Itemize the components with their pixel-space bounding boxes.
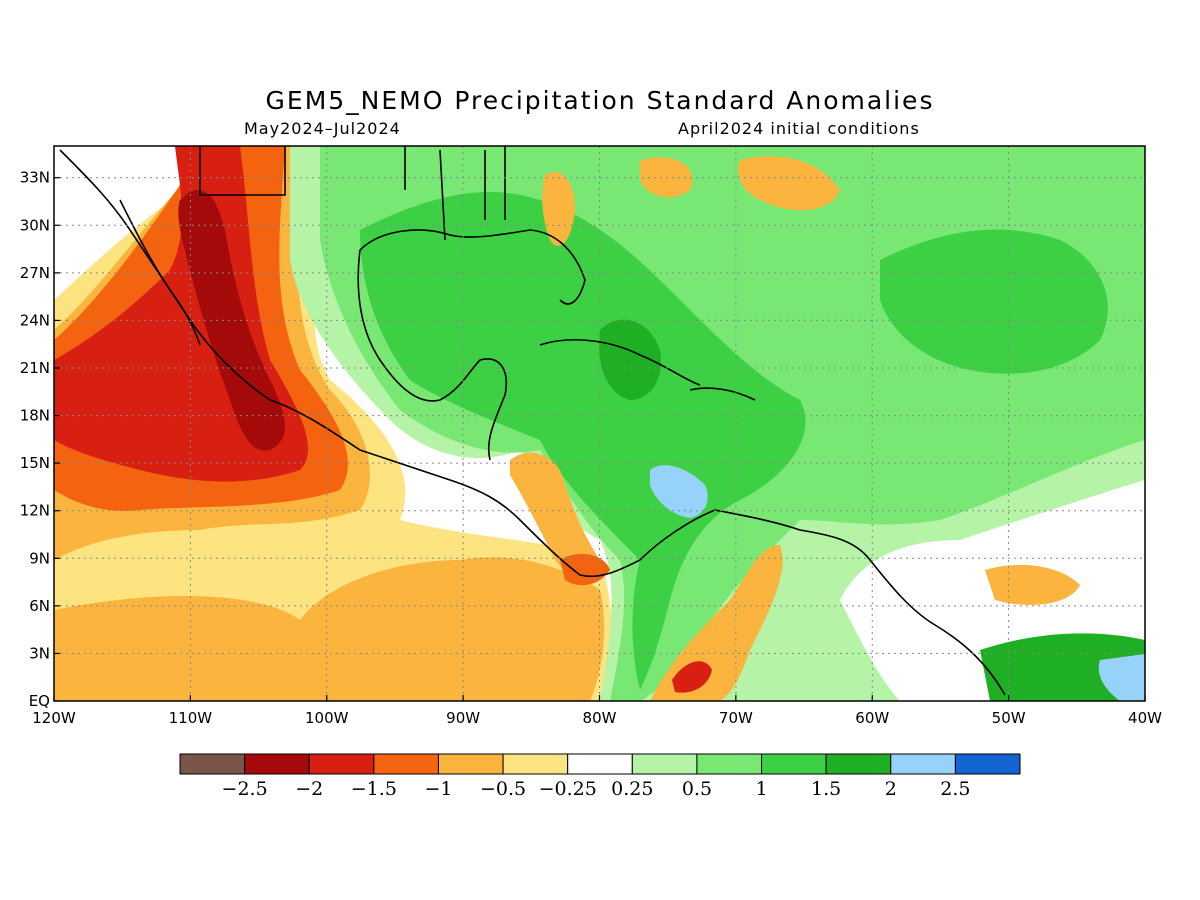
coastlines [59,146,1006,696]
colorbar-label: 0.25 [611,778,653,800]
colorbar-label: 0.5 [682,778,712,800]
colorbar-swatch [954,753,1021,775]
colorbar-label: 1 [755,778,767,800]
y-tick-label: 9N [29,549,50,567]
y-tick-label: 24N [20,311,50,329]
x-axis: 120W 110W 100W 90W 80W 70W 60W 50W 40W [32,695,1162,727]
colorbar-label: −2 [295,778,323,800]
x-tick-label: 120W [32,709,76,727]
us-borders [199,146,506,241]
x-tick-label: 60W [855,709,889,727]
colorbar-label: −0.25 [539,778,597,800]
colorbar-swatch [631,753,698,775]
baja-california [119,199,201,346]
forecast-period: May2024–Jul2024 [244,119,401,138]
y-tick-label: 33N [20,169,50,187]
south-america-coast [639,509,1006,696]
gulf-coast [359,229,586,305]
y-tick-label: 6N [29,597,50,615]
mexico-pacific-coast [59,149,641,578]
colorbar-swatch [437,753,504,775]
atlantic-dry-1 [640,156,840,211]
y-tick-label: 12N [20,502,50,520]
wet-very-high-2 [1098,654,1145,701]
cuba [539,339,701,386]
colorbar-swatch [696,753,763,775]
colorbar-swatch [179,753,246,775]
colorbar-swatch [308,753,375,775]
y-tick-label: 18N [20,407,50,425]
wet-very-high-1 [650,465,708,518]
colorbar-label: −1 [424,778,452,800]
y-tick-label: 30N [20,216,50,234]
colorbar-swatch [761,753,827,775]
x-tick-label: 50W [992,709,1026,727]
x-tick-label: 70W [719,709,753,727]
colorbar-label: −0.5 [480,778,526,800]
gridlines [54,146,1145,701]
anomaly-field [54,146,1145,701]
y-axis: EQ 3N 6N 9N 12N 15N 18N 21N 24N 27N 30N 33N [20,169,60,710]
colorbar-swatch [567,753,633,775]
colorbar-label: 2.5 [940,778,970,800]
y-tick-label: 15N [20,454,50,472]
sierra-madre-extreme [178,190,285,451]
y-tick-label: 27N [20,264,50,282]
atlantic-dry-2 [985,565,1080,605]
colorbar-label: 2 [885,778,897,800]
x-tick-label: 90W [446,709,480,727]
colombia-dry-strong [672,661,712,693]
chart-title: GEM5_NEMO Precipitation Standard Anomali… [265,86,935,115]
colorbar-swatch [373,753,439,775]
atlantic-wet-strong [880,229,1108,374]
colorbar-swatch [502,753,569,775]
x-tick-label: 40W [1128,709,1162,727]
caribbean-wet-strong [360,191,806,690]
central-america-dry [510,452,600,575]
hispaniola [689,387,756,401]
x-tick-label: 110W [169,709,213,727]
colorbar: −2.5 −2 −1.5 −1 −0.5 −0.25 0.25 0.5 1 1.5 2 2.5 [179,753,1021,800]
y-tick-label: 3N [29,644,50,662]
caribbean-wet-heavy [599,319,1145,701]
colorbar-swatch [825,753,892,775]
colombia-dry [650,545,783,701]
panama-dry [560,553,610,586]
x-tick-label: 100W [305,709,349,727]
colorbar-swatch [890,753,956,775]
initial-conditions: April2024 initial conditions [678,119,920,138]
colorbar-label: 1.5 [811,778,841,800]
colorbar-label: −1.5 [351,778,397,800]
y-tick-label: 21N [20,359,50,377]
yucatan [357,249,507,461]
y-tick-label: EQ [29,692,50,710]
florida-dry [542,171,575,246]
x-tick-label: 80W [583,709,617,727]
colorbar-label: −2.5 [222,778,268,800]
colorbar-swatch [244,753,310,775]
